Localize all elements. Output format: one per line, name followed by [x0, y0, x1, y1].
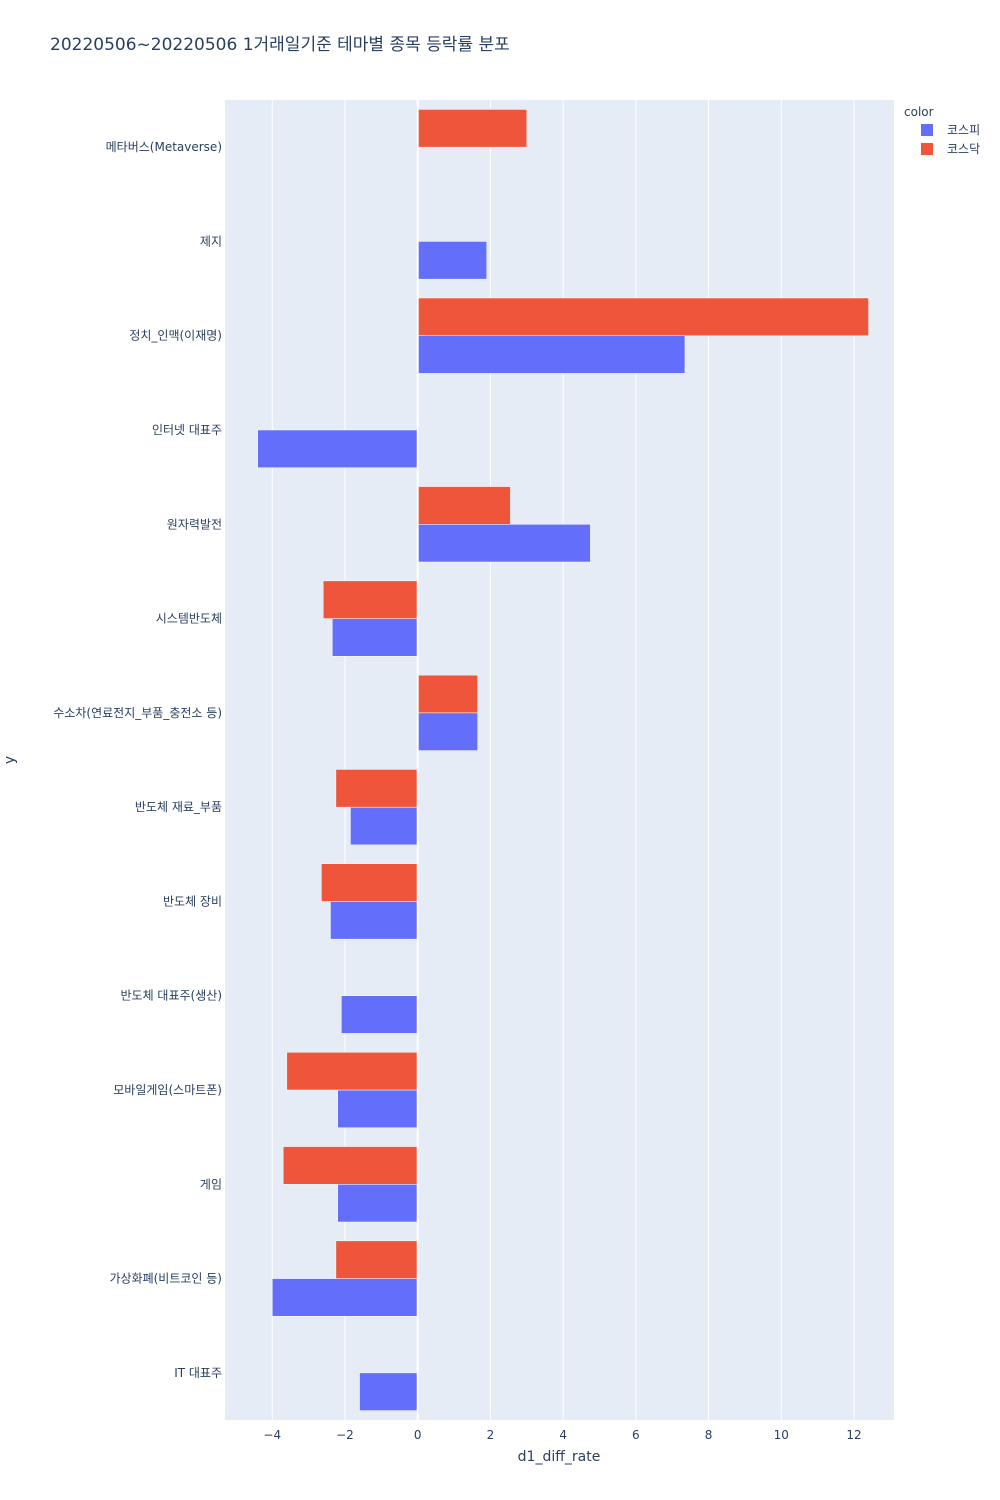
x-tick-label: 0 [414, 1428, 422, 1442]
y-tick-label: 시스템반도체 [156, 612, 222, 626]
legend-label[interactable]: 코스닥 [947, 142, 980, 156]
bars [257, 109, 869, 1411]
bar-kosdaq[interactable] [417, 109, 528, 148]
bar-kospi[interactable] [332, 618, 418, 657]
bar-kosdaq[interactable] [286, 1052, 418, 1091]
x-tick-label: −4 [263, 1428, 281, 1442]
x-tick-label: 8 [705, 1428, 713, 1442]
bar-kosdaq[interactable] [335, 1240, 418, 1279]
y-tick-label: 반도체 재료_부품 [135, 800, 222, 814]
chart-title: 20220506~20220506 1거래일기준 테마별 종목 등락률 분포 [50, 35, 510, 55]
x-tick-label: −2 [336, 1428, 354, 1442]
bar-kospi[interactable] [417, 335, 686, 374]
bar-kosdaq[interactable] [335, 769, 418, 808]
bar-kosdaq[interactable] [417, 297, 869, 336]
x-tick-label: 2 [487, 1428, 495, 1442]
bar-kospi[interactable] [350, 806, 418, 846]
bar-kospi[interactable] [417, 712, 478, 751]
bar-kospi[interactable] [257, 429, 418, 468]
x-tick-label: 4 [559, 1428, 567, 1442]
bar-kospi[interactable] [341, 995, 418, 1034]
y-tick-label: 가상화폐(비트코인 등) [109, 1272, 222, 1286]
y-tick-label: 인터넷 대표주 [152, 423, 222, 437]
y-tick-label: 모바일게임(스마트폰) [113, 1083, 222, 1097]
y-tick-label: 게임 [200, 1177, 222, 1191]
legend-swatch[interactable] [921, 143, 933, 155]
x-tick-label: 6 [632, 1428, 640, 1442]
bar-kosdaq[interactable] [417, 486, 511, 525]
y-tick-label: 메타버스(Metaverse) [106, 140, 222, 154]
bar-kospi[interactable] [337, 1089, 418, 1128]
bar-kospi[interactable] [417, 241, 488, 280]
y-tick-label: 수소차(연료전지_부품_충전소 등) [53, 706, 222, 720]
legend-title: color [904, 105, 934, 119]
legend-label[interactable]: 코스피 [947, 123, 980, 137]
bar-kospi[interactable] [272, 1278, 418, 1317]
bar-kospi[interactable] [330, 901, 418, 940]
y-tick-label: 반도체 장비 [163, 894, 222, 908]
bar-kosdaq[interactable] [321, 863, 418, 902]
bar-kospi[interactable] [337, 1184, 418, 1223]
y-tick-label: 원자력발전 [167, 517, 222, 531]
bar-kosdaq[interactable] [282, 1146, 418, 1185]
y-tick-label: 정치_인맥(이재명) [129, 329, 222, 343]
x-axis-title: d1_diff_rate [518, 1449, 601, 1465]
y-tick-label: 반도체 대표주(생산) [121, 989, 223, 1003]
bar-kosdaq[interactable] [417, 674, 478, 714]
y-tick-label: 제지 [200, 234, 222, 248]
bar-kosdaq[interactable] [322, 580, 418, 619]
y-axis-title: y [2, 756, 18, 764]
bar-kospi[interactable] [417, 524, 591, 563]
bar-kospi[interactable] [359, 1372, 418, 1411]
x-tick-label: 12 [846, 1428, 861, 1442]
legend-swatch[interactable] [921, 124, 933, 136]
x-tick-labels: −4 −2 0 2 4 6 8 10 12 [263, 1428, 861, 1442]
y-tick-label: IT 대표주 [174, 1366, 222, 1380]
x-tick-label: 10 [774, 1428, 789, 1442]
